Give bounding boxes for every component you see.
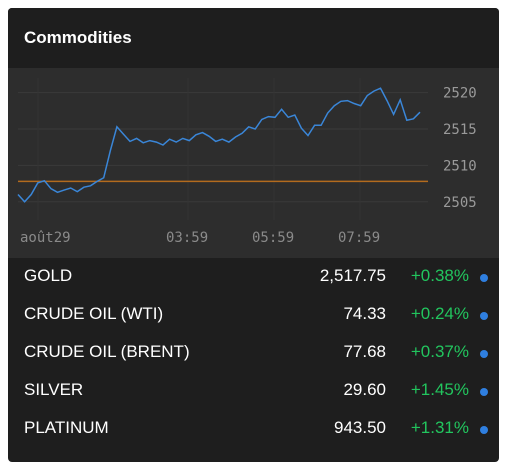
price-line [17, 87, 421, 203]
x-axis-labels: août29 03:59 05:59 07:59 [20, 230, 380, 246]
commodity-name: CRUDE OIL (WTI) [24, 304, 164, 323]
commodity-change: +0.24% [410, 304, 469, 323]
status-dot-icon [480, 388, 488, 396]
commodity-name: CRUDE OIL (BRENT) [24, 342, 190, 361]
list-item[interactable]: CRUDE OIL (BRENT) 77.68 +0.37% [8, 334, 499, 372]
widget-title: Commodities [24, 28, 132, 47]
commodity-price: 74.33 [343, 304, 386, 323]
list-item[interactable]: CRUDE OIL (WTI) 74.33 +0.24% [8, 296, 499, 334]
commodity-name: PLATINUM [24, 418, 109, 437]
y-tick-label: 2510 [443, 158, 477, 174]
list-item[interactable]: SILVER 29.60 +1.45% [8, 372, 499, 410]
x-tick-label: 07:59 [338, 230, 380, 246]
y-tick-label: 2520 [443, 86, 477, 102]
commodity-change: +0.38% [410, 266, 469, 285]
price-chart[interactable]: 2520 2515 2510 2505 août29 03:59 05:59 07:59 [8, 68, 499, 258]
commodity-change: +0.37% [410, 342, 469, 361]
status-dot-icon [480, 426, 488, 434]
commodity-change: +1.45% [410, 380, 469, 399]
y-tick-label: 2515 [443, 122, 477, 138]
commodity-price: 77.68 [343, 342, 386, 361]
status-dot-icon [480, 350, 488, 358]
commodity-list: GOLD 2,517.75 +0.38% CRUDE OIL (WTI) 74.… [8, 258, 499, 448]
y-axis-labels: 2520 2515 2510 2505 [443, 86, 477, 211]
commodity-name: GOLD [24, 266, 73, 285]
widget-header: Commodities [8, 8, 499, 68]
commodity-price: 29.60 [343, 380, 386, 399]
status-dot-icon [480, 274, 488, 282]
commodity-change: +1.31% [410, 418, 469, 437]
status-dot-icon [480, 312, 488, 320]
x-tick-label: 03:59 [166, 230, 208, 246]
chart-grid [18, 78, 428, 220]
commodities-widget: Commodities 2520 2515 2510 2505 août29 03:59… [8, 8, 499, 462]
list-item[interactable]: GOLD 2,517.75 +0.38% [8, 258, 499, 296]
commodity-price: 943.50 [334, 418, 386, 437]
price-chart-svg: 2520 2515 2510 2505 août29 03:59 05:59 07:59 [17, 78, 477, 246]
commodity-price: 2,517.75 [319, 266, 386, 285]
list-item[interactable]: PLATINUM 943.50 +1.31% [8, 410, 499, 448]
commodity-name: SILVER [24, 380, 84, 399]
y-tick-label: 2505 [443, 195, 477, 211]
x-tick-label: août29 [20, 230, 71, 246]
x-tick-label: 05:59 [252, 230, 294, 246]
